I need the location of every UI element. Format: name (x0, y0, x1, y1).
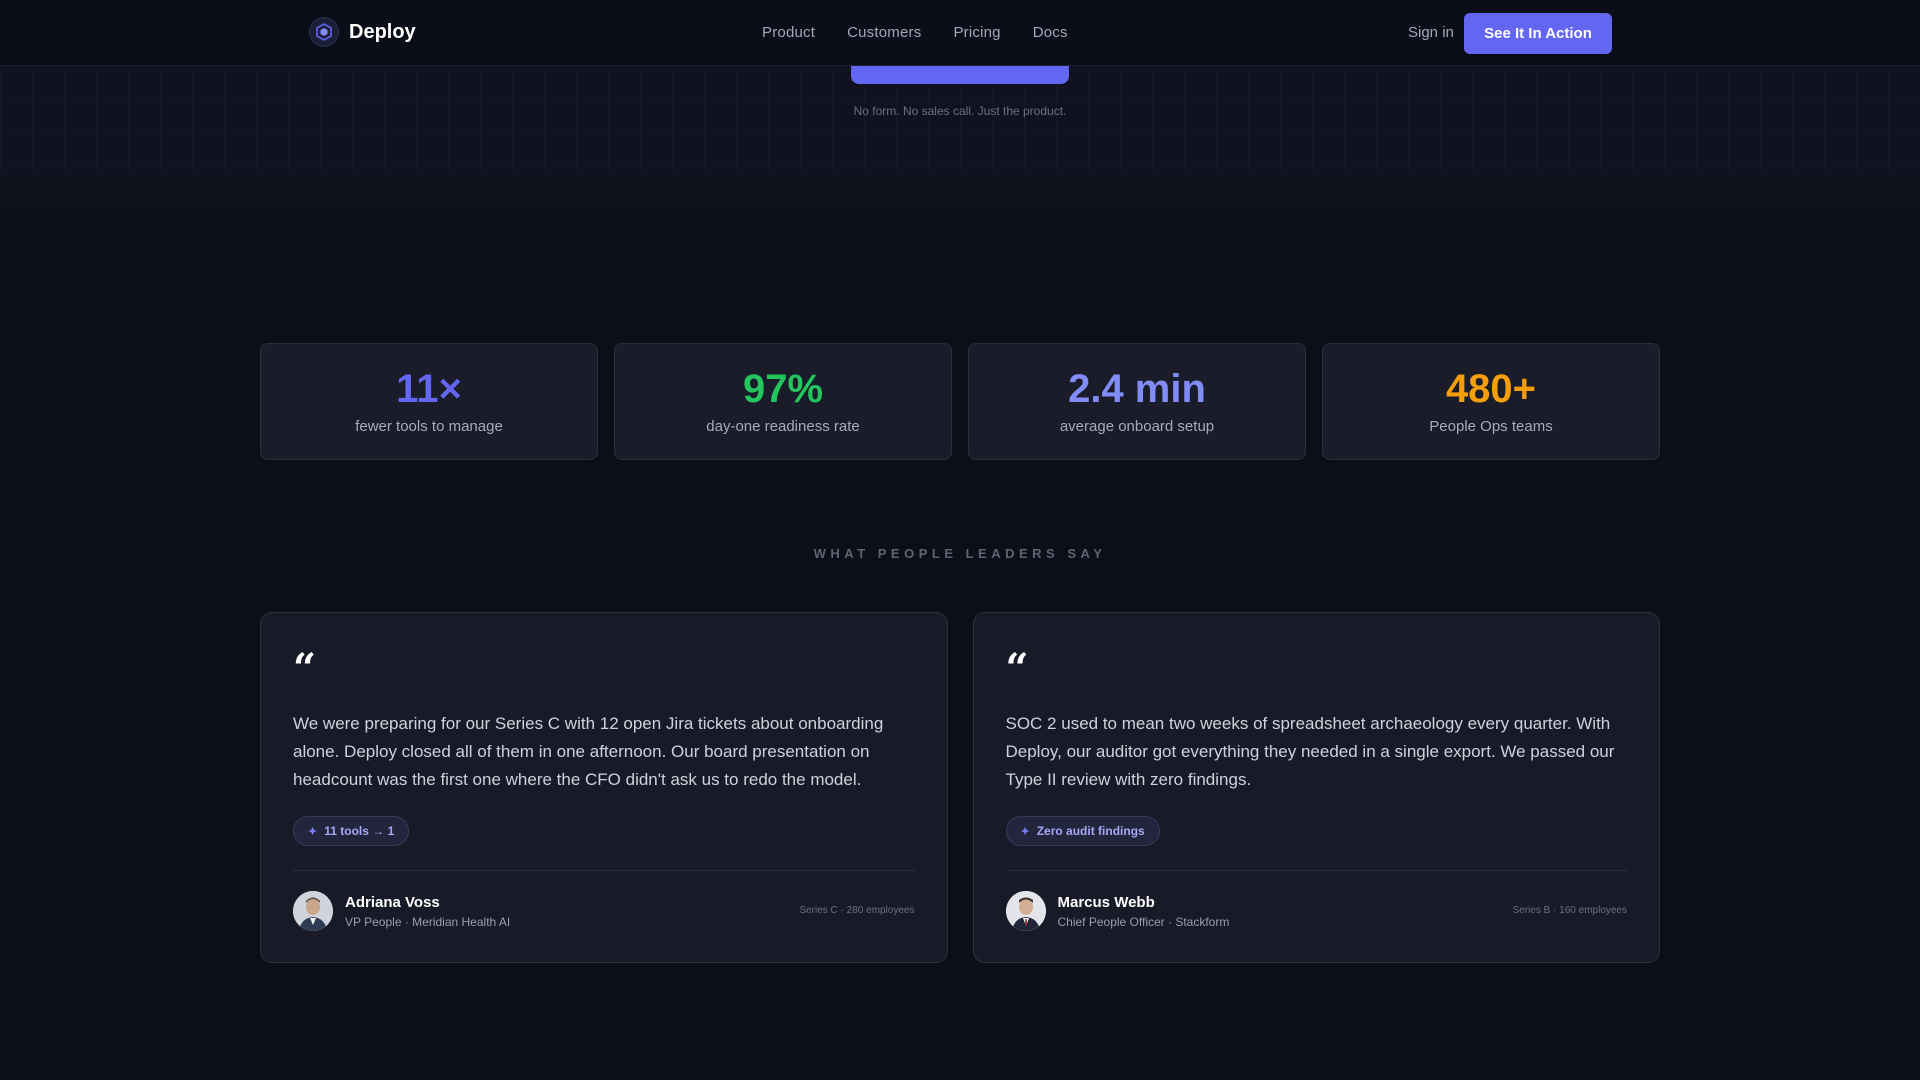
stat-label: fewer tools to manage (355, 418, 503, 435)
result-badge: ✦ 11 tools → 1 (293, 816, 410, 846)
sparkle-icon: ✦ (1020, 825, 1030, 838)
quote-icon: “ (1005, 645, 1029, 692)
logo[interactable]: Deploy (309, 17, 416, 47)
author-info: Adriana Voss VP People · Meridian Health… (345, 894, 510, 929)
nav-link-product[interactable]: Product (762, 24, 816, 41)
author-name: Adriana Voss (345, 893, 440, 911)
logo-text: Deploy (349, 20, 416, 43)
company-meta: Series B · 160 employees (1512, 905, 1627, 916)
sign-in-link[interactable]: Sign in (1408, 24, 1454, 41)
testimonial-text: We were preparing for our Series C with … (293, 714, 884, 789)
top-nav: Deploy Product Customers Pricing Docs Si… (0, 0, 1920, 66)
author-name: Marcus Webb (1057, 893, 1155, 911)
stat-card: 480+ People Ops teams (1322, 343, 1660, 460)
testimonial-card: “ We were preparing for our Series C wit… (260, 612, 948, 963)
result-badge: ✦ Zero audit findings (1005, 816, 1160, 846)
nav-link-pricing[interactable]: Pricing (953, 24, 1001, 41)
author-role: Chief People Officer · Stackform (1057, 914, 1230, 929)
logo-icon (309, 17, 339, 47)
nav-links: Product Customers Pricing Docs (762, 24, 1068, 41)
testimonials-row: “ We were preparing for our Series C wit… (260, 612, 1660, 963)
testimonial-card: “ SOC 2 used to mean two weeks of spread… (972, 612, 1660, 963)
sparkle-icon: ✦ (308, 825, 318, 838)
stat-value: 2.4 min (1068, 367, 1206, 411)
stat-label: People Ops teams (1429, 418, 1553, 435)
stat-value: 11× (396, 367, 462, 411)
nav-link-docs[interactable]: Docs (1032, 24, 1068, 41)
stat-label: day-one readiness rate (706, 418, 860, 435)
badge-label: Zero audit findings (1036, 824, 1145, 838)
testimonials-heading: WHAT PEOPLE LEADERS SAY (813, 546, 1107, 561)
company-meta: Series C · 280 employees (799, 905, 915, 916)
stat-value: 480+ (1445, 367, 1537, 411)
avatar (293, 891, 333, 931)
stat-card: 97% day-one readiness rate (614, 343, 952, 460)
see-it-in-action-button[interactable]: See It In Action (1464, 13, 1612, 54)
hero-note: No form. No sales call. Just the product… (853, 104, 1067, 118)
nav-link-customers[interactable]: Customers (847, 24, 922, 41)
author: Marcus Webb Chief People Officer · Stack… (1005, 891, 1230, 931)
author-info: Marcus Webb Chief People Officer · Stack… (1058, 894, 1230, 929)
stats-row: 11× fewer tools to manage 97% day-one re… (260, 343, 1660, 460)
author: Adriana Voss VP People · Meridian Health… (293, 891, 510, 931)
stat-label: average onboard setup (1059, 418, 1215, 435)
testimonial-text: SOC 2 used to mean two weeks of spreadsh… (1005, 714, 1615, 789)
stat-card: 2.4 min average onboard setup (968, 343, 1306, 460)
avatar (1005, 891, 1046, 931)
quote-icon: “ (293, 645, 317, 692)
divider (1005, 870, 1627, 871)
author-role: VP People · Meridian Health AI (345, 914, 511, 929)
stat-card: 11× fewer tools to manage (260, 343, 598, 460)
stat-value: 97% (742, 367, 824, 411)
divider (293, 870, 915, 871)
badge-label: 11 tools → 1 (324, 824, 395, 838)
